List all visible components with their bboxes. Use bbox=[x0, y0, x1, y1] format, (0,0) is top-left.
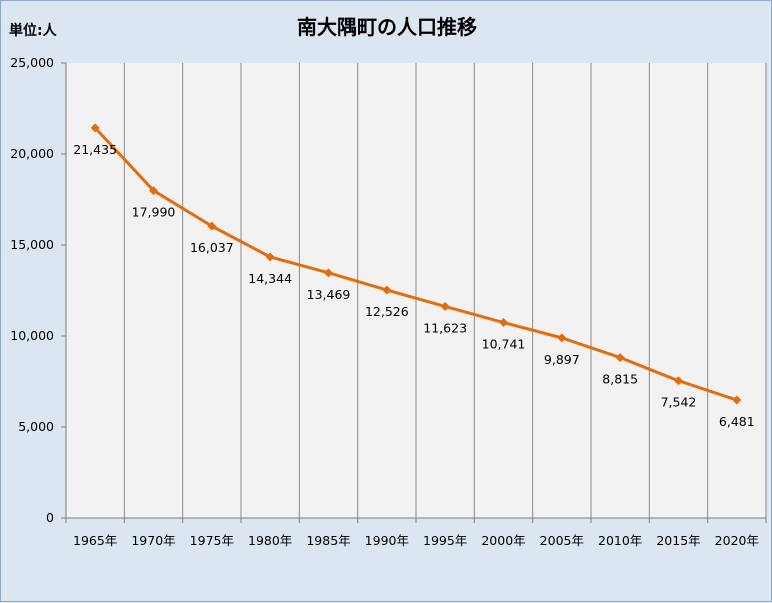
data-label: 10,741 bbox=[482, 337, 526, 352]
series-line bbox=[94, 126, 738, 402]
data-label: 17,990 bbox=[132, 205, 176, 220]
data-point bbox=[90, 123, 100, 133]
data-label: 6,481 bbox=[719, 414, 755, 429]
data-point bbox=[324, 268, 333, 278]
x-tick-label: 1985年 bbox=[306, 533, 350, 548]
chart-title: 南大隅町の人口推移 bbox=[297, 15, 477, 39]
data-label: 14,344 bbox=[248, 271, 292, 286]
data-point bbox=[557, 333, 567, 343]
data-label: 11,623 bbox=[423, 320, 467, 335]
data-point bbox=[499, 318, 508, 328]
x-tick-label: 2010年 bbox=[598, 533, 642, 548]
data-point bbox=[382, 285, 392, 295]
x-tick-label: 1980年 bbox=[248, 533, 292, 548]
y-tick-label: 10,000 bbox=[10, 328, 54, 343]
series-layer bbox=[90, 123, 742, 405]
x-tick-label: 1975年 bbox=[190, 533, 234, 548]
data-point bbox=[440, 301, 450, 311]
data-point bbox=[149, 186, 158, 196]
x-tick-label: 2000年 bbox=[481, 533, 525, 548]
axes bbox=[61, 62, 767, 523]
y-tick-label: 25,000 bbox=[10, 55, 54, 70]
x-tick-label: 2005年 bbox=[540, 533, 584, 548]
data-point bbox=[207, 221, 217, 231]
x-tick-label: 1995年 bbox=[423, 533, 467, 548]
data-point bbox=[732, 395, 742, 405]
tick-labels: 0 5,000 10,000 15,000 20,000 25,000 1965年 1970年… bbox=[10, 55, 759, 548]
data-label: 9,897 bbox=[544, 352, 580, 367]
y-tick-label: 20,000 bbox=[10, 146, 54, 161]
data-label: 16,037 bbox=[190, 240, 234, 255]
grid-lines bbox=[123, 63, 767, 518]
data-label: 21,435 bbox=[73, 142, 117, 157]
x-tick-label: 2015年 bbox=[656, 533, 700, 548]
data-label: 8,815 bbox=[602, 372, 638, 387]
x-tick-label: 1965年 bbox=[73, 533, 117, 548]
y-tick-label: 15,000 bbox=[10, 237, 54, 252]
unit-label: 単位:人 bbox=[9, 22, 58, 39]
y-tick-label: 0 bbox=[46, 510, 54, 525]
data-label: 13,469 bbox=[307, 287, 351, 302]
data-label: 12,526 bbox=[365, 304, 409, 319]
x-tick-label: 1990年 bbox=[365, 533, 409, 548]
data-point bbox=[615, 353, 625, 363]
data-point bbox=[674, 376, 683, 386]
x-tick-label: 2020年 bbox=[715, 533, 759, 548]
data-label: 7,542 bbox=[661, 395, 697, 410]
data-point bbox=[265, 252, 275, 262]
y-tick-label: 5,000 bbox=[18, 419, 54, 434]
data-labels: 21,435 17,990 16,037 14,344 13,469 12,526 11,6… bbox=[73, 142, 754, 429]
x-tick-label: 1970年 bbox=[131, 533, 175, 548]
